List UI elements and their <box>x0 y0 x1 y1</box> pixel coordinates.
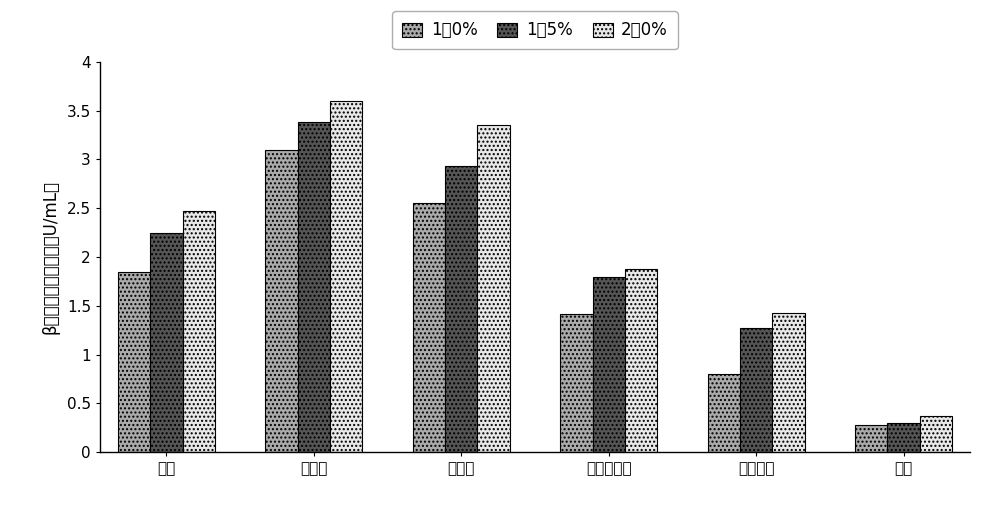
Legend: 1．0%, 1．5%, 2．0%: 1．0%, 1．5%, 2．0% <box>392 11 678 49</box>
Bar <box>413 204 445 452</box>
Bar <box>855 425 887 452</box>
Bar <box>183 211 215 452</box>
Bar <box>477 125 510 452</box>
Bar <box>560 314 593 452</box>
Bar <box>150 232 183 452</box>
Bar <box>265 150 298 452</box>
Bar <box>298 122 330 452</box>
Bar <box>740 328 772 452</box>
Bar <box>772 313 805 452</box>
Bar <box>593 277 625 452</box>
Bar <box>708 374 740 452</box>
Bar <box>330 101 362 452</box>
Bar <box>625 269 657 452</box>
Bar <box>920 416 952 452</box>
Bar <box>445 166 477 452</box>
Bar <box>118 271 150 452</box>
Y-axis label: β－葡萄糖苷酶活力（U/mL）: β－葡萄糖苷酶活力（U/mL） <box>42 180 60 334</box>
Bar <box>887 423 920 452</box>
